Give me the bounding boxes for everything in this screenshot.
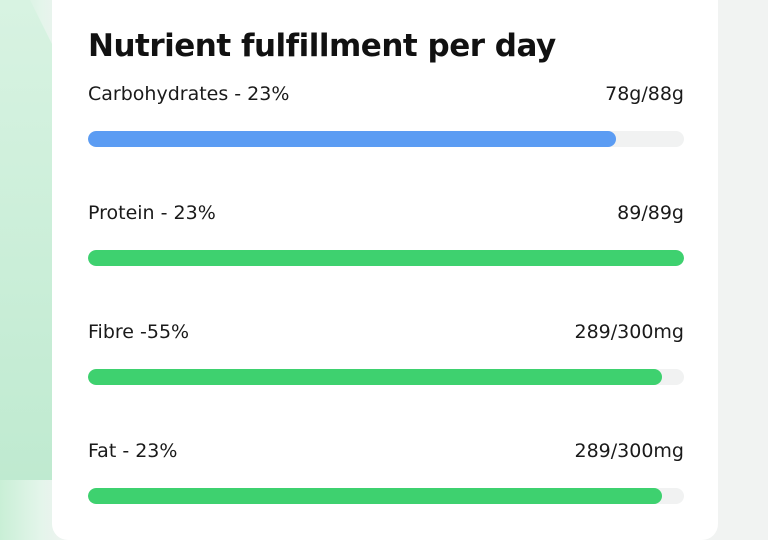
nutrient-row: Carbohydrates - 23% 78g/88g [88, 83, 684, 147]
nutrient-amount: 89/89g [617, 202, 684, 224]
nutrient-label: Carbohydrates - 23% [88, 83, 290, 105]
progress-track [88, 369, 684, 385]
page: Nutrient fulfillment per day Carbohydrat… [0, 0, 768, 504]
nutrient-row: Protein - 23% 89/89g [88, 202, 684, 266]
nutrient-amount: 78g/88g [605, 83, 684, 105]
nutrient-amount: 289/300mg [574, 440, 684, 462]
nutrient-amount: 289/300mg [574, 321, 684, 343]
progress-fill [88, 488, 663, 504]
progress-track [88, 488, 684, 504]
progress-track [88, 250, 684, 266]
progress-fill [88, 369, 663, 385]
nutrient-card: Nutrient fulfillment per day Carbohydrat… [52, 0, 718, 540]
nutrient-row: Fat - 23% 289/300mg [88, 440, 684, 504]
card-title: Nutrient fulfillment per day [88, 28, 556, 64]
progress-fill [88, 250, 684, 266]
nutrient-label: Protein - 23% [88, 202, 216, 224]
background-shape [0, 0, 60, 480]
nutrient-label: Fat - 23% [88, 440, 178, 462]
progress-track [88, 131, 684, 147]
nutrient-label: Fibre -55% [88, 321, 190, 343]
progress-fill [88, 131, 617, 147]
nutrient-row: Fibre -55% 289/300mg [88, 321, 684, 385]
